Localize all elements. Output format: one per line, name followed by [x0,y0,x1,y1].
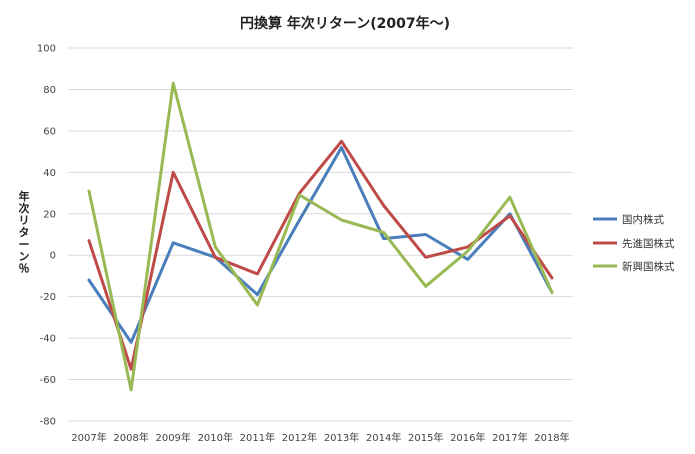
y-tick-label: -60 [40,375,56,386]
y-tick-label: -40 [40,334,56,345]
y-tick-label: -20 [40,292,56,303]
x-tick-label: 2010年 [198,431,233,444]
y-axis-label: 年次リターン％ [19,189,30,275]
x-tick-label: 2008年 [113,431,148,444]
x-tick-label: 2013年 [324,431,359,444]
grid-lines [68,47,573,422]
x-tick-label: 2011年 [240,431,275,444]
y-tick-label: 60 [43,126,56,137]
y-tick-label: 80 [43,85,56,96]
series-line [87,146,554,344]
x-tick-label: 2015年 [408,431,443,444]
x-tick-label: 2017年 [492,431,527,444]
x-tick-label: 2016年 [450,431,485,444]
chart-title: 円換算 年次リターン(2007年～) [240,15,450,32]
x-tick-label: 2012年 [282,431,317,444]
legend-label: 新興国株式 [622,260,675,273]
y-axis-ticks: -80 -60 -40 -20 0 20 40 60 80 100 [37,44,56,428]
y-tick-label: 40 [43,168,56,179]
y-axis-label-char: 年 [19,189,30,203]
x-tick-label: 2009年 [155,431,190,444]
x-tick-label: 2007年 [71,431,106,444]
y-axis-label-char: ー [19,238,30,251]
y-tick-label: 20 [43,209,56,220]
y-axis-label-char: ン [19,250,30,263]
series-line [87,81,554,392]
y-tick-label: 0 [50,251,56,262]
y-axis-label-char: 次 [19,201,30,215]
y-axis-label-char: ％ [19,262,30,275]
legend-label: 先進国株式 [622,237,675,250]
x-tick-label: 2018年 [534,431,569,444]
x-axis-ticks: 2007年 2008年 2009年 2010年 2011年 2012年 2013年 2014年… [71,431,569,444]
y-axis-label-char: リ [19,214,30,227]
legend-label: 国内株式 [622,213,664,226]
series-lines [87,81,554,392]
x-tick-label: 2014年 [366,431,401,444]
y-axis-label-char: タ [19,226,30,239]
y-tick-label: -80 [40,417,56,428]
y-tick-label: 100 [37,44,56,55]
